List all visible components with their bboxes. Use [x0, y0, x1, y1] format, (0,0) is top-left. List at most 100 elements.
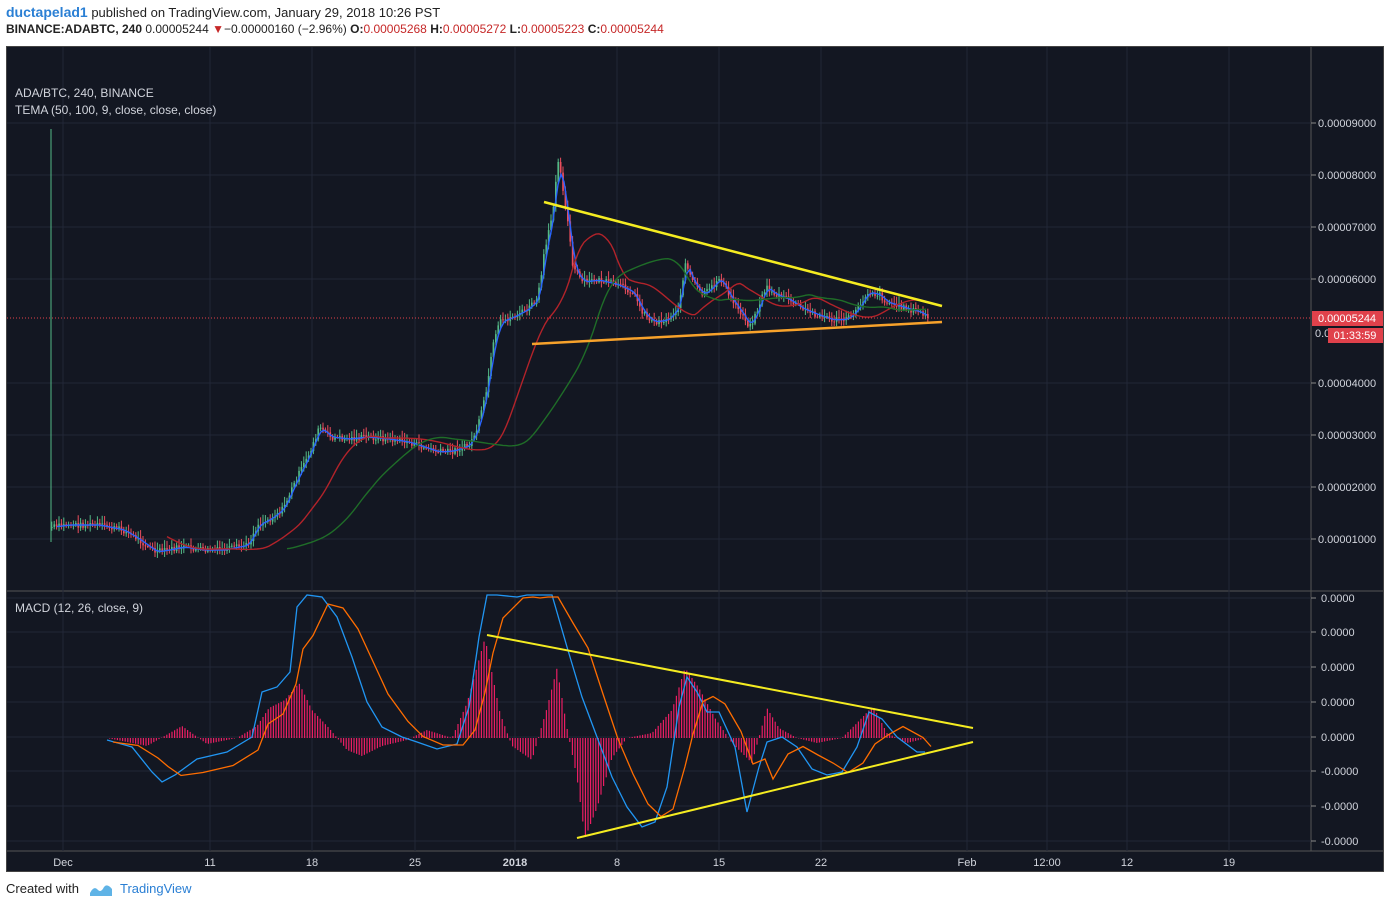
candle-body — [322, 427, 324, 430]
published-info: published on TradingView.com, January 29… — [91, 5, 441, 20]
candle-body — [228, 546, 231, 548]
candle-body — [886, 302, 888, 304]
candle-body — [771, 291, 773, 293]
candle-body — [305, 458, 308, 463]
candle-body — [250, 541, 252, 545]
author-link[interactable]: ductapelad1 — [6, 4, 88, 20]
candle-body — [99, 522, 101, 525]
time-tick: 8 — [614, 857, 620, 869]
macd-tick: 0.0000 — [1321, 627, 1355, 639]
candle-body — [466, 443, 468, 447]
candle-body — [161, 548, 164, 552]
candle-body — [874, 293, 876, 296]
candle-body — [485, 392, 488, 401]
candle-body — [550, 220, 552, 231]
macd-tick: 0.0000 — [1321, 732, 1355, 744]
tradingview-brand-link[interactable]: TradingView — [120, 881, 192, 896]
candle-body — [701, 290, 704, 296]
candle-body — [627, 289, 629, 293]
candle-body — [490, 356, 492, 376]
candle-body — [478, 419, 480, 431]
macd-lower-trendline — [576, 741, 974, 839]
candle-body — [732, 296, 735, 304]
candle-body — [245, 543, 248, 546]
candle-body — [888, 302, 891, 304]
candle-body — [557, 161, 560, 182]
candle-body — [101, 523, 104, 525]
candle-body — [115, 526, 118, 529]
price-tick: 0.00004000 — [1318, 378, 1376, 390]
tradingview-logo-icon[interactable] — [89, 883, 113, 897]
candle-body — [735, 303, 737, 305]
candle-body — [384, 437, 387, 442]
candle-body — [540, 275, 543, 288]
low-label: L: — [509, 22, 521, 36]
macd-tick: 0.0000 — [1321, 697, 1355, 709]
resistance-trendline — [543, 200, 943, 308]
candle-body — [559, 161, 562, 173]
candle-body — [413, 442, 416, 446]
candle-body — [147, 545, 149, 547]
candle-body — [843, 320, 845, 322]
tema-slow-line — [286, 257, 927, 550]
candle-body — [375, 439, 377, 441]
current-price-badge — [1312, 311, 1383, 326]
candle-body — [504, 319, 507, 321]
candle-body — [775, 294, 778, 297]
candle-body — [643, 312, 646, 314]
chart-container[interactable]: ADA/BTC, 240, BINANCE TEMA (50, 100, 9, … — [6, 46, 1384, 872]
time-tick: 12:00 — [1033, 857, 1061, 869]
candle-body — [468, 445, 471, 447]
time-tick: 18 — [306, 857, 318, 869]
candle-body — [749, 323, 752, 327]
candle-body — [84, 524, 87, 528]
candle-body — [555, 181, 557, 207]
candle-body — [72, 525, 75, 527]
candle-body — [658, 320, 660, 325]
candle-body — [144, 545, 147, 547]
candle-body — [545, 244, 548, 255]
high-label: H: — [430, 22, 443, 36]
candle-body — [595, 281, 598, 283]
chart-canvas[interactable]: ADA/BTC, 240, BINANCE TEMA (50, 100, 9, … — [7, 47, 1383, 871]
macd-indicator-label[interactable]: MACD (12, 26, close, 9) — [15, 601, 143, 615]
candle-body — [819, 315, 821, 317]
candle-body — [75, 523, 77, 526]
tema-indicator-label[interactable]: TEMA (50, 100, 9, close, close, close) — [15, 103, 216, 117]
candle-body — [564, 190, 567, 208]
candle-body — [826, 316, 828, 318]
time-tick: Dec — [53, 857, 73, 869]
candle-body — [847, 315, 850, 318]
candle-body — [876, 295, 879, 297]
candle-body — [603, 282, 605, 284]
candle-body — [195, 548, 197, 551]
candle-body — [363, 435, 365, 437]
time-axis[interactable]: Dec 11 18 25 2018 8 15 22 Feb 12:00 12 19 — [53, 857, 1235, 869]
candle-body — [451, 450, 454, 454]
price-axis[interactable]: 0.00009000 0.00008000 0.00007000 0.00006000… — [1311, 118, 1376, 848]
candle-body — [814, 311, 816, 317]
time-tick: 25 — [409, 857, 421, 869]
candle-body — [785, 295, 788, 297]
candle-body — [833, 321, 836, 323]
candle-body — [605, 279, 608, 283]
candle-body — [663, 322, 665, 324]
support-trendline — [531, 320, 943, 346]
candle-body — [411, 442, 413, 446]
candle-body — [492, 342, 495, 357]
candle-body — [111, 527, 113, 530]
candle-body — [180, 548, 183, 550]
candle-body — [293, 482, 296, 488]
symbol-header: BINANCE:ADABTC, 240 0.00005244 ▼−0.00000… — [6, 22, 664, 36]
candle-body — [768, 285, 771, 292]
candle-body — [838, 317, 840, 319]
candle-body — [459, 450, 461, 452]
candle-body — [420, 444, 423, 449]
candle-body — [823, 316, 826, 318]
candle-body — [655, 320, 658, 325]
candle-body — [706, 289, 708, 291]
candle-body — [531, 302, 533, 306]
candle-body — [202, 547, 204, 549]
main-pane-title: ADA/BTC, 240, BINANCE — [15, 86, 154, 100]
macd-tick: -0.0000 — [1321, 766, 1358, 778]
